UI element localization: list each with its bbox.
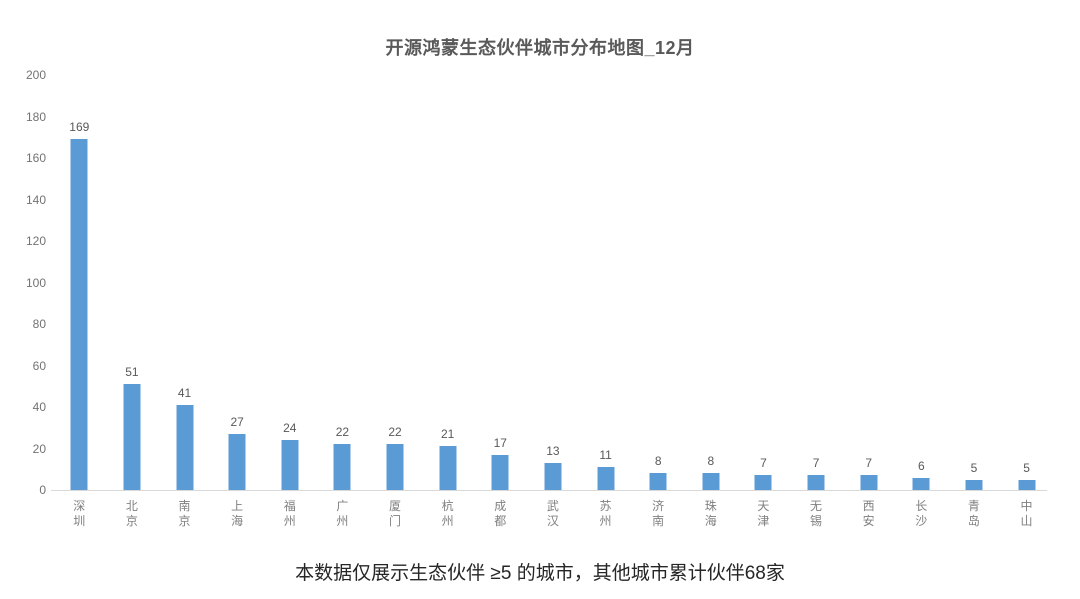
x-axis-category-label: 长 沙 (915, 499, 928, 528)
bar (807, 475, 825, 490)
bar (70, 139, 88, 490)
y-axis-tick-label: 40 (32, 400, 46, 414)
x-axis-category-label: 西 安 (862, 499, 875, 528)
bar-value-label: 5 (970, 460, 978, 475)
bar (439, 446, 457, 490)
bar-group-苏州: 11 (579, 75, 632, 490)
bar-group-成都: 17 (474, 75, 527, 490)
bar-group-中山: 5 (1000, 75, 1053, 490)
y-axis-tick-label: 200 (25, 68, 46, 82)
plot-area: 169 51 41 27 24 22 22 21 17 13 11 8 8 7 7 7 6 5 5 (53, 75, 1053, 490)
bar-value-label: 13 (546, 444, 560, 459)
bar-value-label: 17 (493, 435, 507, 450)
bar (860, 475, 878, 490)
y-axis-tick-label: 160 (25, 151, 46, 165)
bar-group-天津: 7 (737, 75, 790, 490)
bar-value-label: 7 (812, 456, 820, 471)
x-axis-category-label: 中 山 (1020, 499, 1033, 528)
y-axis-tick-label: 120 (25, 234, 46, 248)
bar (281, 440, 299, 490)
bar (386, 444, 404, 490)
bar (333, 444, 351, 490)
x-axis-category-label: 青 岛 (967, 499, 980, 528)
x-axis-category-label: 上 海 (231, 499, 244, 528)
bar-value-label: 8 (654, 454, 662, 469)
x-axis-category-label: 武 汉 (546, 499, 559, 528)
bar-value-label: 5 (1023, 460, 1030, 475)
footnote: 本数据仅展示生态伙伴 ≥5 的城市，其他城市累计伙伴68家 (295, 563, 785, 584)
bar (228, 433, 246, 490)
bar-chart: 0 20 40 60 80 100 120 140 160 180 200 169 51 41 27 24 2… (0, 68, 1080, 528)
bar (702, 473, 720, 490)
x-axis-category-label: 无 锡 (810, 499, 823, 528)
x-axis-category-label: 济 南 (652, 499, 665, 528)
y-axis-tick-label: 80 (32, 317, 46, 331)
x-axis-category-label: 杭 州 (441, 499, 454, 528)
bar-group-长沙: 6 (895, 75, 948, 490)
x-axis-category-label: 广 州 (336, 499, 349, 528)
y-axis-tick-label: 140 (25, 192, 46, 207)
bar-group-西安: 7 (842, 75, 895, 490)
bar (544, 463, 562, 490)
bar-group-武汉: 13 (527, 75, 580, 490)
bar-value-label: 169 (69, 120, 90, 135)
y-axis-tick-label: 180 (25, 109, 46, 124)
bar (597, 467, 615, 490)
bar (754, 475, 772, 490)
bar-value-label: 21 (441, 427, 455, 442)
bar-value-label: 27 (230, 414, 244, 429)
x-axis-line (51, 490, 1047, 491)
x-axis-category-label: 南 京 (178, 499, 191, 528)
x-axis-category-label: 天 津 (757, 499, 770, 528)
x-axis-category-label: 深 圳 (73, 499, 86, 528)
bar-group-杭州: 21 (421, 75, 474, 490)
bar-value-label: 22 (335, 425, 350, 440)
bar-group-南京: 41 (158, 75, 211, 490)
bar-group-珠海: 8 (685, 75, 738, 490)
bar-group-上海: 27 (211, 75, 264, 490)
y-axis: 0 20 40 60 80 100 120 140 160 180 200 (0, 68, 46, 497)
x-axis-category-label: 苏 州 (599, 499, 612, 528)
bar-group-厦门: 22 (369, 75, 422, 490)
bar-group-无锡: 7 (790, 75, 843, 490)
bar (123, 384, 141, 490)
y-axis-tick-label: 20 (32, 441, 46, 456)
bar-group-福州: 24 (264, 75, 317, 490)
x-axis-category-label: 厦 门 (389, 499, 402, 528)
y-axis-tick-label: 100 (25, 275, 46, 290)
x-axis: 深 圳北 京南 京上 海福 州广 州厦 门杭 州成 都武 汉苏 州济 南珠 海天… (53, 499, 1053, 529)
bar-value-label: 7 (865, 456, 873, 471)
bar (649, 473, 667, 490)
x-axis-category-label: 福 州 (283, 499, 296, 528)
x-axis-category-label: 成 都 (494, 499, 507, 528)
bar (965, 479, 983, 490)
bar (491, 454, 509, 490)
bar-group-济南: 8 (632, 75, 685, 490)
bar-group-北京: 51 (106, 75, 159, 490)
x-axis-category-label: 珠 海 (704, 499, 717, 528)
chart-title: 开源鸿蒙生态伙伴城市分布地图_12月 (385, 38, 695, 58)
y-axis-tick-label: 0 (39, 483, 46, 497)
bar-group-深圳: 169 (53, 75, 106, 490)
x-axis-category-label: 北 京 (125, 499, 138, 528)
bar-value-label: 51 (125, 365, 139, 380)
bar-value-label: 7 (760, 456, 767, 471)
bar-value-label: 24 (283, 421, 297, 436)
y-axis-tick-label: 60 (32, 358, 46, 373)
bar (912, 477, 930, 490)
bar-group-广州: 22 (316, 75, 369, 490)
bar (176, 404, 194, 490)
bar-value-label: 8 (707, 454, 715, 469)
bar-group-青岛: 5 (948, 75, 1001, 490)
bar-value-label: 11 (599, 448, 612, 463)
bar (1018, 479, 1036, 490)
bar-value-label: 6 (917, 458, 925, 473)
bar-value-label: 22 (388, 425, 402, 440)
bar-value-label: 41 (177, 385, 192, 400)
